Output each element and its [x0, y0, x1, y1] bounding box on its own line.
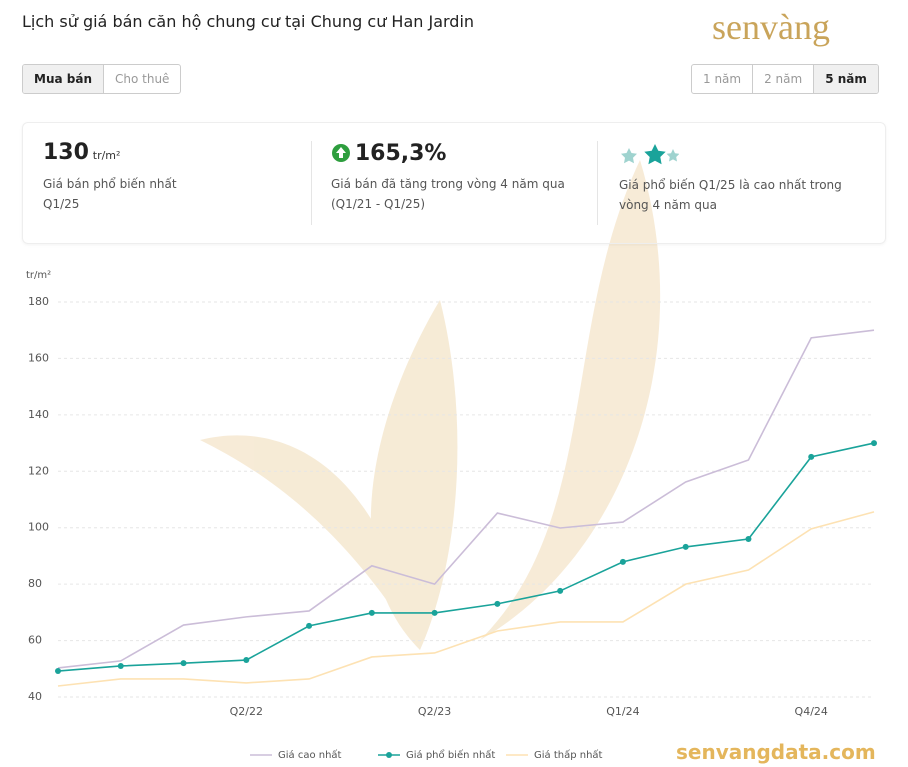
x-tick-label: Q4/24	[795, 705, 828, 718]
x-tick-label: Q2/23	[418, 705, 451, 718]
stat-text: Giá phổ biến Q1/25 là cao nhất trong	[619, 178, 842, 192]
point	[808, 453, 815, 460]
y-tick-label: 140	[28, 408, 49, 421]
legend-dot	[386, 752, 392, 758]
up-icon	[332, 144, 350, 162]
y-axis-label: tr/m²	[26, 270, 51, 281]
stat: Giá phổ biến Q1/25 là cao nhất trong vòn…	[619, 143, 842, 215]
point	[306, 622, 313, 629]
point	[431, 609, 438, 616]
separator	[597, 141, 598, 225]
point	[117, 662, 124, 669]
tab-group: Mua bán Cho thuê	[22, 64, 182, 94]
series-line	[57, 511, 875, 687]
separator	[311, 141, 312, 225]
point	[368, 609, 375, 616]
point	[557, 587, 564, 594]
stat-text: Giá bán phổ biến nhất	[43, 177, 177, 191]
stat-sub: vòng 4 năm qua	[619, 198, 717, 212]
stat-value: 130	[43, 140, 89, 165]
y-tick-label: 180	[28, 295, 49, 308]
y-tick-label: 60	[28, 634, 42, 647]
page-title: Lịch sử giá bán căn hộ chung cư tại Chun…	[22, 12, 475, 31]
period-button[interactable]: 5 năm	[813, 65, 878, 93]
point	[494, 600, 501, 607]
stat: 165,3% Giá bán đã tăng trong vòng 4 năm …	[331, 143, 565, 214]
legend-label: Giá phổ biến nhất	[406, 748, 495, 761]
point	[619, 558, 626, 565]
y-tick-label: 160	[28, 351, 49, 364]
x-tick-label: Q1/24	[606, 705, 639, 718]
stat-text: Giá bán đã tăng trong vòng 4 năm qua	[331, 177, 565, 191]
watermark: senvangdata.com	[676, 740, 876, 764]
period-button[interactable]: 2 năm	[752, 65, 813, 93]
y-tick-label: 80	[28, 577, 42, 590]
stats-card: 130 tr/m² Giá bán phổ biến nhất Q1/25 16…	[22, 122, 886, 244]
tab[interactable]: Cho thuê	[103, 65, 180, 93]
point	[871, 440, 877, 447]
point	[55, 668, 61, 675]
x-tick-label: Q2/22	[230, 705, 263, 718]
stat-sub: Q1/25	[43, 197, 80, 211]
series-line	[57, 329, 875, 669]
y-tick-label: 40	[28, 690, 42, 703]
stat-value: 165,3%	[354, 141, 447, 166]
stars-icon	[621, 144, 680, 165]
watermark-flame	[200, 160, 661, 650]
series-line	[57, 442, 875, 672]
point	[243, 657, 250, 664]
point	[180, 660, 187, 667]
tab[interactable]: Mua bán	[23, 65, 103, 93]
period-button[interactable]: 1 năm	[703, 72, 742, 86]
stat-sub: (Q1/21 - Q1/25)	[331, 197, 426, 211]
stat-unit: tr/m²	[92, 149, 121, 162]
point	[682, 543, 689, 550]
y-tick-label: 120	[28, 464, 49, 477]
stat: 130 tr/m² Giá bán phổ biến nhất Q1/25	[43, 140, 177, 214]
point	[745, 536, 752, 542]
logo: senvàng	[712, 7, 830, 47]
period-group: 1 năm 2 năm 5 năm	[691, 64, 879, 94]
legend-label: Giá thấp nhất	[534, 749, 603, 761]
legend-label: Giá cao nhất	[278, 749, 342, 761]
y-tick-label: 100	[28, 521, 49, 534]
